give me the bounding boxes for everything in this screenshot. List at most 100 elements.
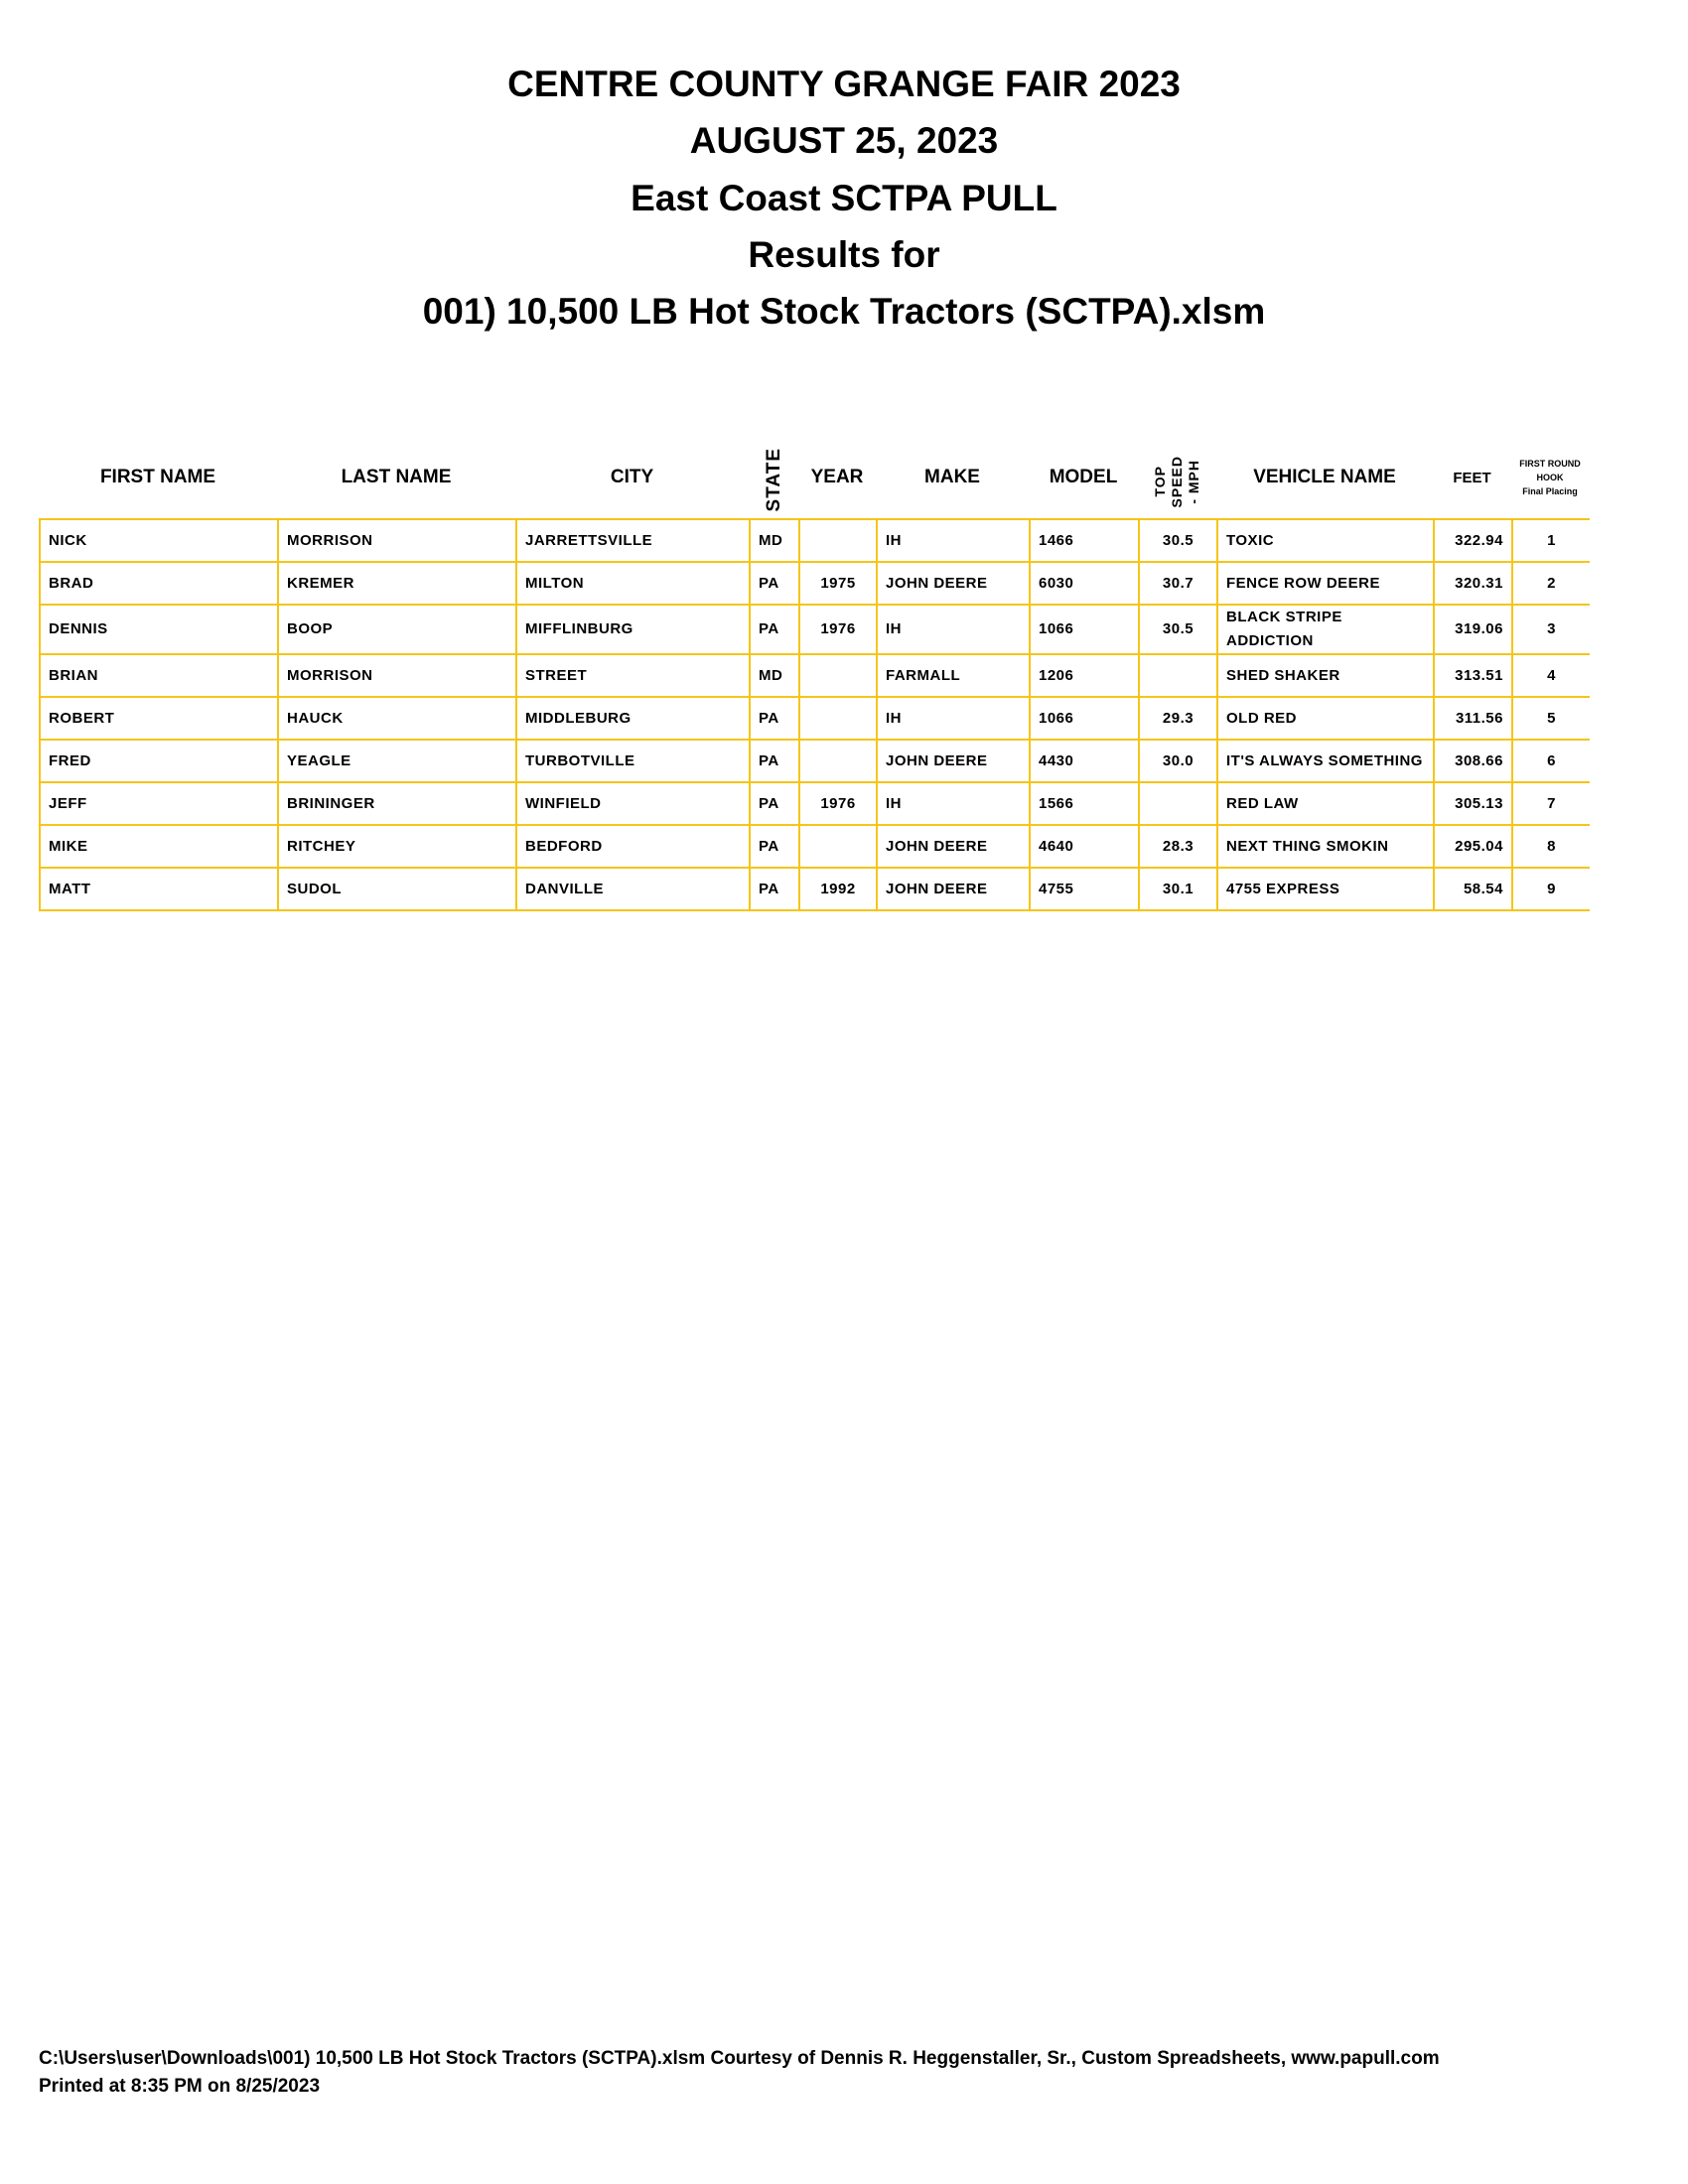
header-final-placing: FIRST ROUND HOOK Final Placing xyxy=(1511,437,1589,518)
cell-feet: 320.31 xyxy=(1433,561,1513,606)
cell-speed: 30.7 xyxy=(1138,561,1218,606)
table-row: MATT SUDOL DANVILLE PA 1992 JOHN DEERE 4755 30.… xyxy=(39,867,1590,911)
table-row: MIKE RITCHEY BEDFORD PA JOHN DEERE 4640 28.3 NE… xyxy=(39,824,1590,869)
cell-place: 7 xyxy=(1511,781,1590,826)
cell-model: 1066 xyxy=(1029,604,1140,655)
cell-feet: 308.66 xyxy=(1433,739,1513,783)
cell-place: 5 xyxy=(1511,696,1590,741)
cell-state: PA xyxy=(749,739,800,783)
cell-make: IH xyxy=(876,696,1031,741)
cell-feet: 313.51 xyxy=(1433,653,1513,698)
cell-city: MIDDLEBURG xyxy=(515,696,751,741)
cell-last: RITCHEY xyxy=(277,824,517,869)
cell-first: MIKE xyxy=(39,824,279,869)
cell-speed: 30.5 xyxy=(1138,604,1218,655)
header-top-speed: TOP SPEED - MPH xyxy=(1138,447,1216,516)
results-table: NICK MORRISON JARRETTSVILLE MD IH 1466 30.5 TOX… xyxy=(39,518,1590,911)
cell-model: 1206 xyxy=(1029,653,1140,698)
cell-last: MORRISON xyxy=(277,653,517,698)
cell-feet: 319.06 xyxy=(1433,604,1513,655)
cell-last: HAUCK xyxy=(277,696,517,741)
cell-feet: 305.13 xyxy=(1433,781,1513,826)
results-for: Results for xyxy=(748,234,940,275)
cell-first: BRAD xyxy=(39,561,279,606)
cell-year: 1976 xyxy=(798,781,878,826)
cell-speed: 30.0 xyxy=(1138,739,1218,783)
header-first-name: FIRST NAME xyxy=(99,467,216,487)
cell-state: PA xyxy=(749,824,800,869)
cell-vehicle: RED LAW xyxy=(1216,781,1435,826)
cell-make: IH xyxy=(876,781,1031,826)
cell-place: 3 xyxy=(1511,604,1590,655)
cell-first: MATT xyxy=(39,867,279,911)
cell-speed xyxy=(1138,781,1218,826)
cell-vehicle: 4755 EXPRESS xyxy=(1216,867,1435,911)
cell-state: PA xyxy=(749,561,800,606)
cell-make: IH xyxy=(876,518,1031,563)
cell-place: 8 xyxy=(1511,824,1590,869)
cell-city: JARRETTSVILLE xyxy=(515,518,751,563)
cell-vehicle: IT'S ALWAYS SOMETHING xyxy=(1216,739,1435,783)
cell-last: BOOP xyxy=(277,604,517,655)
header-place-line3: Final Placing xyxy=(1522,486,1578,496)
cell-first: NICK xyxy=(39,518,279,563)
cell-speed: 29.3 xyxy=(1138,696,1218,741)
cell-vehicle: OLD RED xyxy=(1216,696,1435,741)
header-feet: FEET xyxy=(1453,469,1491,486)
header-year: YEAR xyxy=(810,467,864,487)
cell-year: 1976 xyxy=(798,604,878,655)
cell-vehicle: TOXIC xyxy=(1216,518,1435,563)
cell-first: FRED xyxy=(39,739,279,783)
cell-year: 1992 xyxy=(798,867,878,911)
cell-year xyxy=(798,696,878,741)
cell-speed: 30.5 xyxy=(1138,518,1218,563)
cell-city: STREET xyxy=(515,653,751,698)
table-row: ROBERT HAUCK MIDDLEBURG PA IH 1066 29.3 OLD RED… xyxy=(39,696,1590,741)
header-make: MAKE xyxy=(924,467,980,487)
header-state: STATE xyxy=(749,443,798,516)
cell-last: BRININGER xyxy=(277,781,517,826)
table-row: JEFF BRININGER WINFIELD PA 1976 IH 1566 RED LAW… xyxy=(39,781,1590,826)
cell-city: WINFIELD xyxy=(515,781,751,826)
cell-place: 6 xyxy=(1511,739,1590,783)
footer-printed-at: Printed at 8:35 PM on 8/25/2023 xyxy=(39,2076,321,2097)
cell-first: JEFF xyxy=(39,781,279,826)
cell-make: JOHN DEERE xyxy=(876,739,1031,783)
cell-feet: 58.54 xyxy=(1433,867,1513,911)
cell-first: ROBERT xyxy=(39,696,279,741)
pull-name: East Coast SCTPA PULL xyxy=(631,178,1057,218)
cell-year: 1975 xyxy=(798,561,878,606)
cell-city: BEDFORD xyxy=(515,824,751,869)
cell-state: PA xyxy=(749,604,800,655)
cell-year xyxy=(798,653,878,698)
cell-model: 4430 xyxy=(1029,739,1140,783)
cell-year xyxy=(798,739,878,783)
cell-place: 1 xyxy=(1511,518,1590,563)
cell-feet: 311.56 xyxy=(1433,696,1513,741)
cell-place: 4 xyxy=(1511,653,1590,698)
cell-speed: 30.1 xyxy=(1138,867,1218,911)
event-date: AUGUST 25, 2023 xyxy=(689,120,999,161)
cell-feet: 322.94 xyxy=(1433,518,1513,563)
cell-feet: 295.04 xyxy=(1433,824,1513,869)
table-row: NICK MORRISON JARRETTSVILLE MD IH 1466 30.5 TOX… xyxy=(39,518,1590,563)
header-speed-line2: SPEED xyxy=(1169,455,1185,508)
cell-state: MD xyxy=(749,518,800,563)
cell-make: IH xyxy=(876,604,1031,655)
header-state-label: STATE xyxy=(763,447,784,512)
cell-make: JOHN DEERE xyxy=(876,561,1031,606)
header-vehicle-name: VEHICLE NAME xyxy=(1253,467,1396,487)
cell-city: DANVILLE xyxy=(515,867,751,911)
cell-year xyxy=(798,518,878,563)
cell-last: KREMER xyxy=(277,561,517,606)
cell-place: 9 xyxy=(1511,867,1590,911)
cell-model: 1566 xyxy=(1029,781,1140,826)
cell-model: 4640 xyxy=(1029,824,1140,869)
cell-city: MILTON xyxy=(515,561,751,606)
cell-model: 4755 xyxy=(1029,867,1140,911)
cell-make: FARMALL xyxy=(876,653,1031,698)
cell-last: MORRISON xyxy=(277,518,517,563)
header-city: CITY xyxy=(610,467,654,487)
cell-last: YEAGLE xyxy=(277,739,517,783)
header-last-name: LAST NAME xyxy=(341,467,452,487)
